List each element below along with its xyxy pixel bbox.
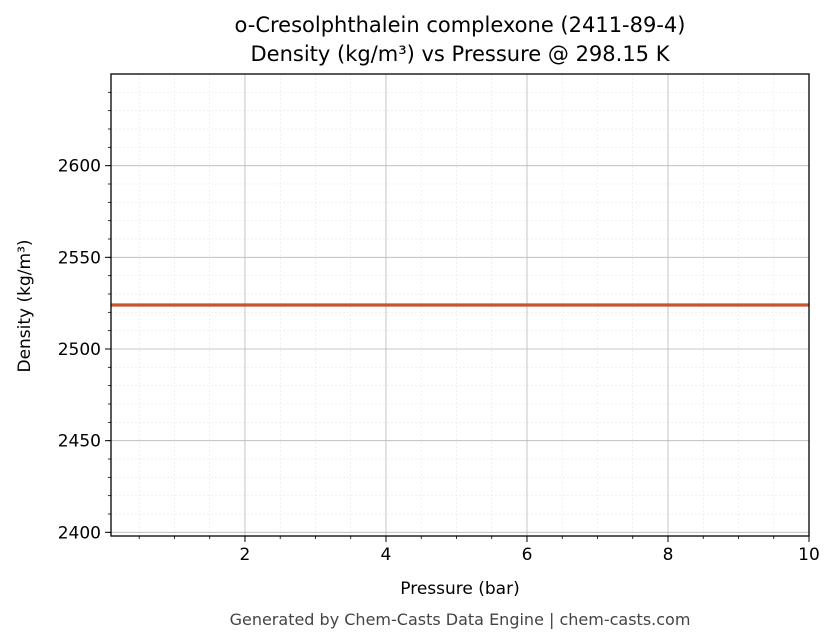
tick-labels: 2 4 6 8 10 2400 2450 2500 2550 2600 bbox=[58, 157, 820, 565]
x-tick-label: 2 bbox=[240, 545, 251, 565]
plot-frame bbox=[110, 73, 810, 537]
x-tick-label: 6 bbox=[522, 545, 533, 565]
y-tick-label: 2600 bbox=[58, 157, 101, 177]
y-tick-label: 2450 bbox=[58, 432, 101, 452]
footer-credit: Generated by Chem-Casts Data Engine | ch… bbox=[230, 610, 691, 629]
x-tick-label: 10 bbox=[798, 545, 820, 565]
x-tick-label: 4 bbox=[381, 545, 392, 565]
axis-ticks bbox=[105, 91, 810, 542]
y-tick-label: 2550 bbox=[58, 248, 101, 268]
x-tick-label: 8 bbox=[663, 545, 674, 565]
y-tick-label: 2400 bbox=[58, 523, 101, 543]
chart-subtitle: Density (kg/m³) vs Pressure @ 298.15 K bbox=[250, 42, 670, 66]
y-axis-label: Density (kg/m³) bbox=[15, 239, 35, 372]
chart-title: o-Cresolphthalein complexone (2411-89-4) bbox=[235, 13, 686, 37]
y-tick-label: 2500 bbox=[58, 340, 101, 360]
x-axis-label: Pressure (bar) bbox=[400, 579, 519, 599]
